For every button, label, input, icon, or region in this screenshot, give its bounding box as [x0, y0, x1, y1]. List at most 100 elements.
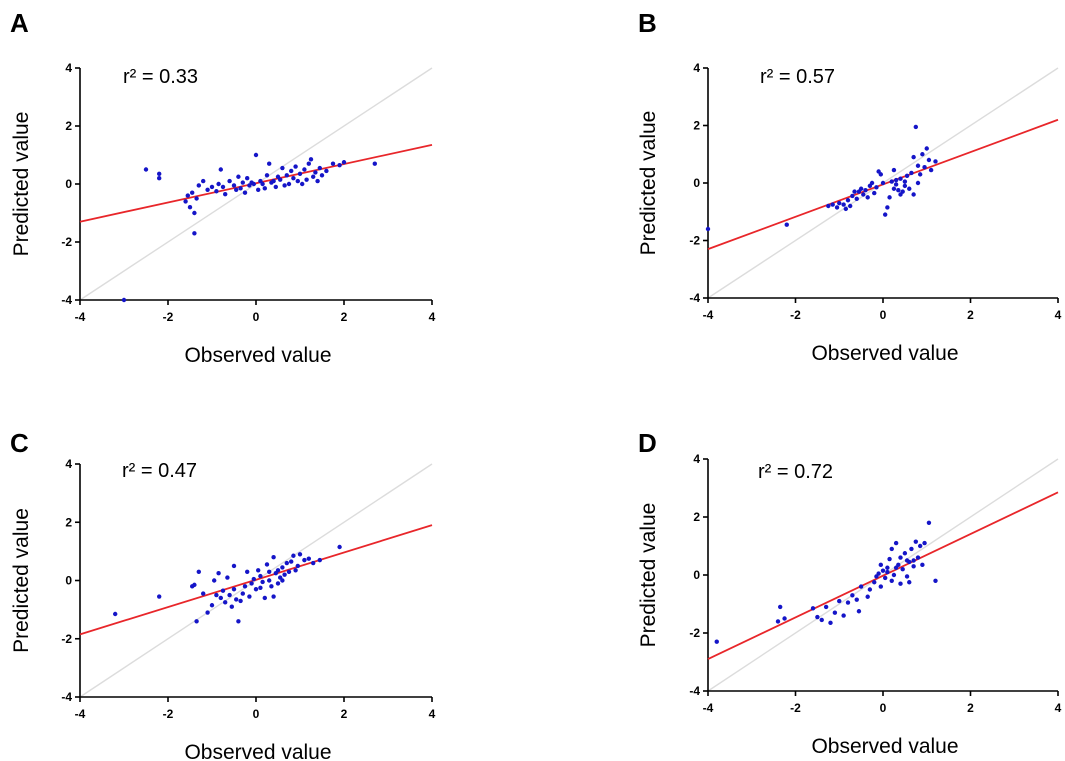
data-point	[896, 187, 901, 193]
data-point	[845, 600, 851, 605]
data-point	[282, 572, 287, 577]
data-point	[253, 587, 259, 592]
data-point	[904, 173, 910, 179]
data-point	[304, 177, 309, 182]
data-point	[113, 611, 118, 617]
data-point	[214, 592, 219, 598]
data-point	[777, 604, 783, 610]
data-point	[306, 161, 311, 166]
x-tick-label: 2	[341, 310, 348, 324]
data-point	[183, 199, 188, 204]
data-point	[308, 157, 314, 162]
data-point	[205, 610, 210, 615]
data-point	[885, 205, 890, 210]
data-point	[324, 168, 329, 174]
data-point	[337, 162, 342, 168]
data-point	[928, 167, 934, 173]
data-point	[231, 183, 237, 188]
data-point	[837, 598, 842, 604]
data-point	[269, 584, 274, 589]
regression-line	[79, 143, 433, 223]
y-tick-label: 4	[65, 457, 72, 471]
data-point	[280, 578, 285, 583]
data-point	[240, 591, 245, 596]
data-point	[262, 595, 267, 601]
data-point	[201, 178, 206, 184]
y-tick-label: 0	[693, 568, 700, 582]
x-tick-label: -4	[75, 707, 86, 721]
data-point	[893, 540, 899, 546]
data-point	[924, 146, 929, 151]
data-point	[256, 568, 261, 573]
data-point	[889, 546, 894, 552]
data-point	[854, 196, 859, 202]
data-point	[293, 568, 298, 573]
data-point	[280, 165, 285, 171]
data-point	[229, 604, 234, 609]
x-tick-label: 0	[253, 310, 260, 324]
data-point	[227, 592, 232, 598]
data-point	[902, 551, 908, 556]
r-squared-label: r² = 0.33	[123, 66, 198, 88]
data-point	[891, 167, 897, 173]
data-point	[705, 226, 711, 232]
data-point	[311, 174, 316, 179]
data-point	[196, 569, 201, 574]
data-point	[898, 176, 903, 181]
panel-letter: D	[638, 428, 657, 458]
data-point	[234, 597, 239, 602]
y-tick-label: 4	[65, 61, 72, 75]
data-point	[845, 198, 851, 203]
data-point	[286, 181, 292, 187]
data-point	[847, 203, 853, 209]
y-tick-label: -2	[61, 235, 72, 249]
data-point	[306, 556, 311, 561]
data-point	[880, 180, 886, 186]
data-point	[275, 581, 281, 586]
data-point	[933, 159, 938, 164]
y-tick-label: -2	[689, 626, 700, 640]
y-tick-label: 4	[693, 61, 700, 75]
regression-line	[707, 491, 1059, 660]
data-point	[275, 568, 281, 573]
data-point	[863, 187, 868, 193]
data-point	[297, 171, 303, 177]
data-point	[834, 205, 840, 210]
data-point	[302, 167, 307, 172]
data-point	[212, 578, 217, 583]
data-point	[926, 520, 932, 525]
data-point	[861, 192, 866, 197]
data-point	[852, 189, 857, 194]
data-point	[291, 176, 296, 181]
data-point	[876, 571, 881, 576]
x-tick-label: -2	[163, 707, 174, 721]
data-point	[286, 569, 292, 574]
x-tick-label: 2	[967, 308, 974, 322]
data-point	[242, 190, 248, 195]
data-point	[907, 580, 912, 585]
data-point	[911, 192, 916, 197]
data-point	[856, 609, 862, 614]
data-point	[865, 195, 870, 200]
data-point	[904, 574, 910, 579]
panel-letter: C	[10, 428, 29, 458]
data-point	[887, 195, 892, 200]
data-point	[874, 185, 879, 190]
x-tick-label: -4	[703, 308, 714, 322]
data-point	[893, 177, 899, 183]
data-point	[878, 172, 884, 177]
data-point	[209, 603, 215, 608]
data-point	[282, 183, 287, 188]
data-point	[882, 212, 888, 217]
data-point	[823, 604, 829, 610]
data-point	[926, 157, 932, 163]
panel-letter: B	[638, 8, 657, 38]
data-point	[267, 578, 272, 583]
r-squared-label: r² = 0.47	[122, 460, 197, 482]
y-tick-label: -2	[61, 632, 72, 646]
data-point	[909, 170, 914, 176]
data-point	[913, 124, 919, 130]
y-tick-label: 2	[65, 119, 72, 133]
x-tick-label: 4	[429, 707, 436, 721]
data-point	[143, 167, 149, 172]
